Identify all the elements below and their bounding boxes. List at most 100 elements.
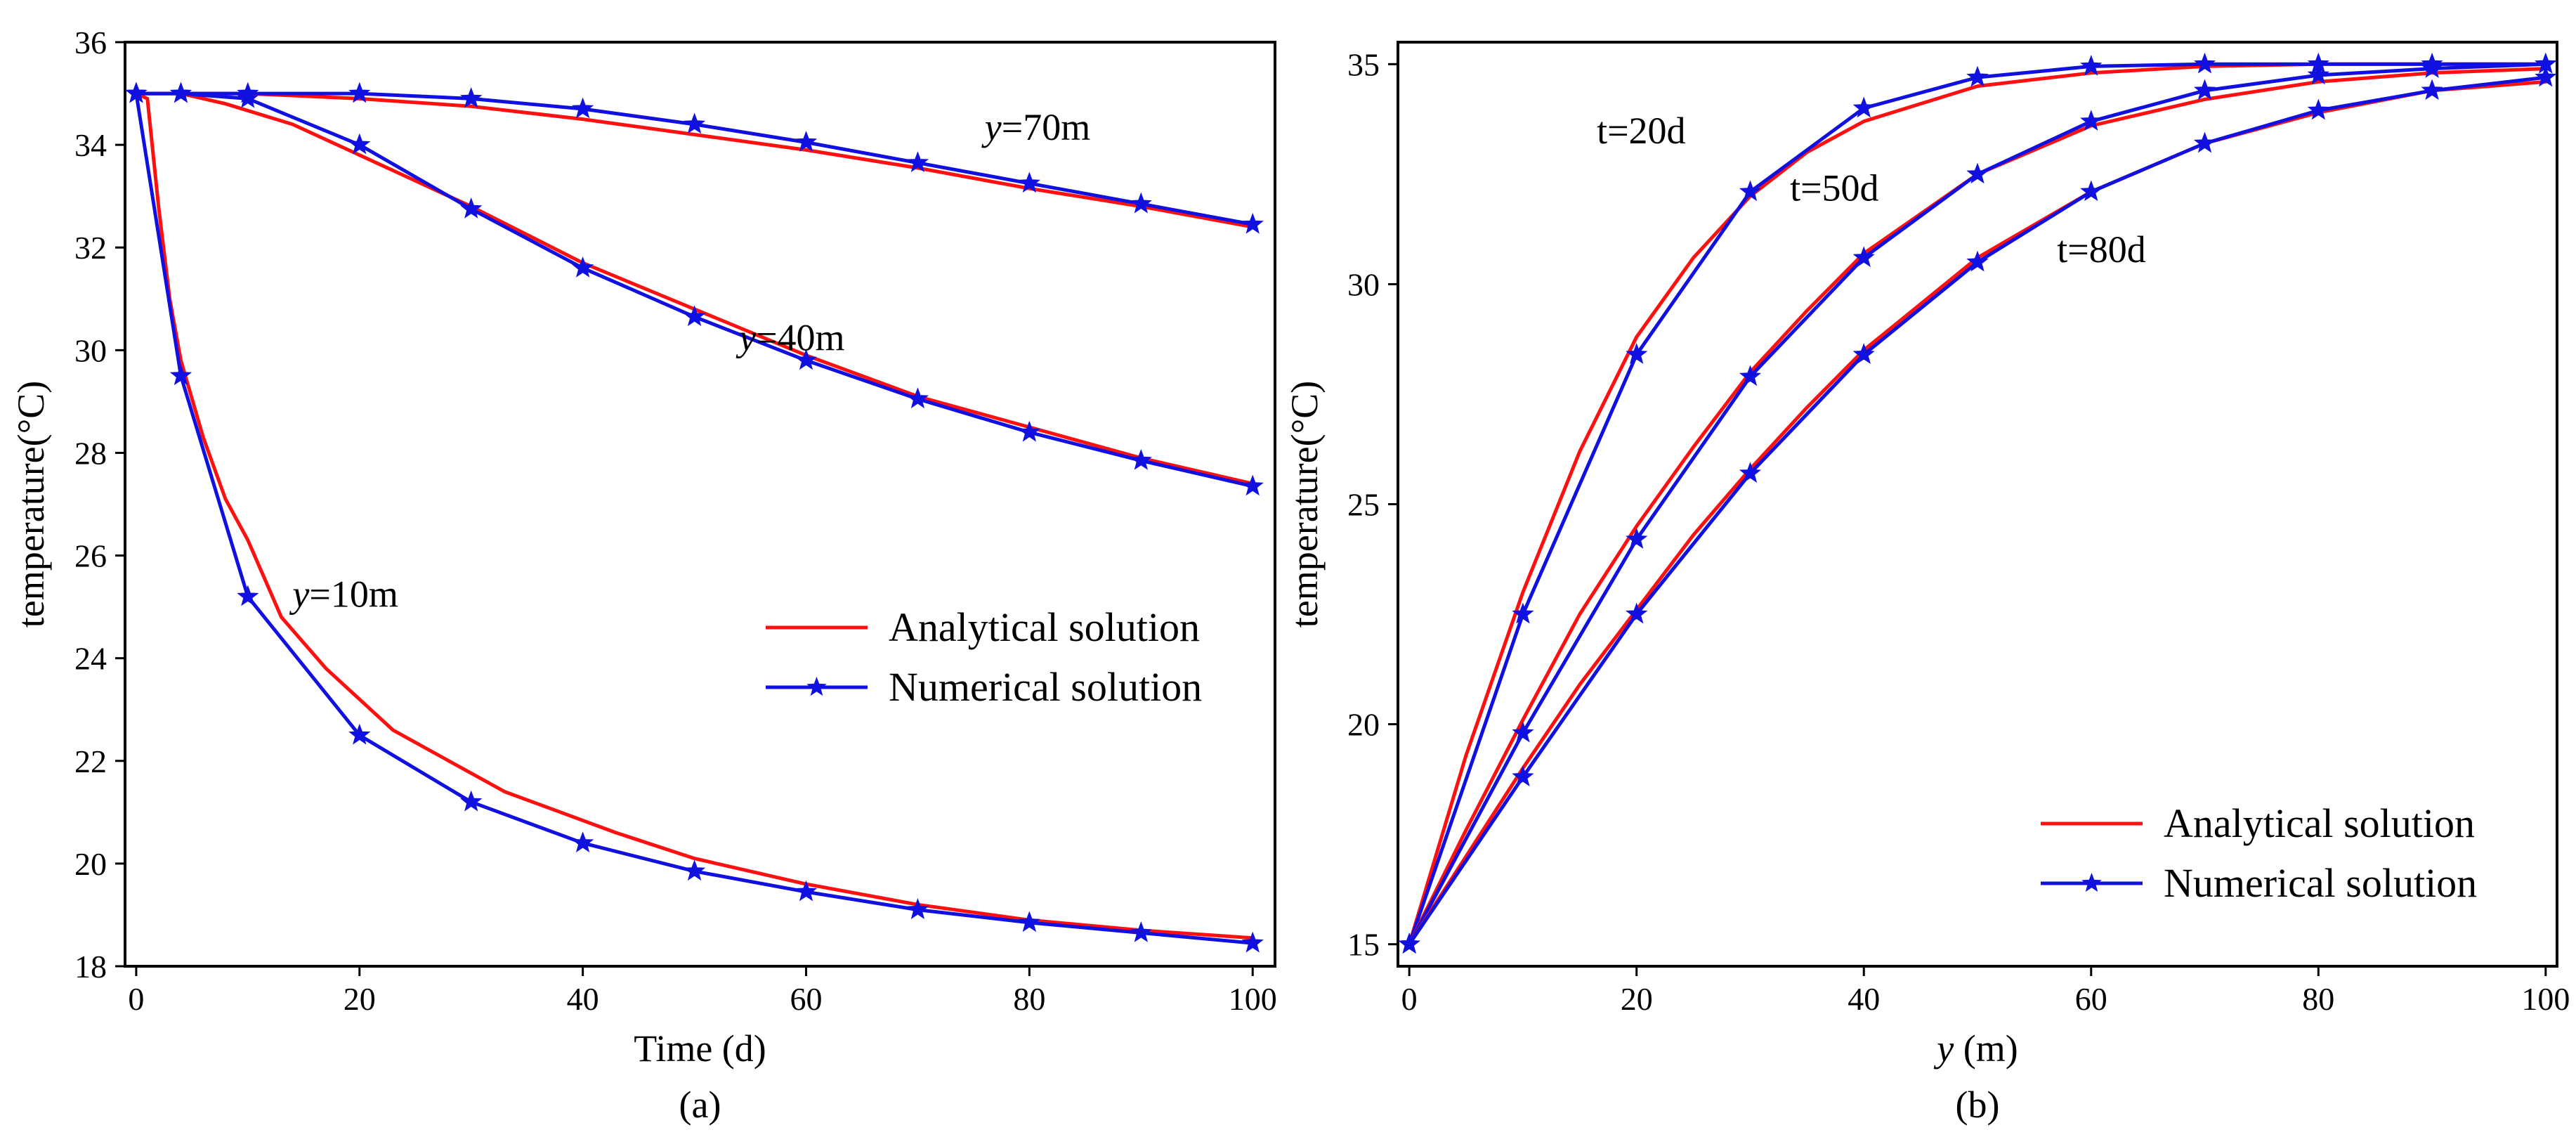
numerical-data-point <box>169 82 192 103</box>
legend: Analytical solution Numerical solution <box>2041 800 2477 906</box>
x-tick-label: 60 <box>2075 981 2107 1017</box>
numerical-data-point <box>683 859 706 881</box>
numerical-data-point <box>237 82 259 103</box>
y-tick-label: 22 <box>74 743 107 779</box>
numerical-data-point <box>1739 365 1762 386</box>
numerical-data-point <box>1739 180 1762 202</box>
analytical-series-line <box>134 91 1255 940</box>
analytical-series-line <box>134 91 1255 229</box>
y-tick-label: 32 <box>74 230 107 266</box>
numerical-data-point <box>348 82 371 103</box>
y-tick-label: 34 <box>74 127 107 163</box>
legend-star-icon <box>2081 873 2102 892</box>
numerical-data-point <box>2080 110 2103 131</box>
numerical-data-point <box>348 723 371 745</box>
x-tick-label: 0 <box>1401 981 1418 1017</box>
numerical-data-point <box>2421 57 2443 78</box>
numerical-data-point <box>906 898 929 919</box>
y-tick-label: 26 <box>74 538 107 574</box>
y-tick-label: 24 <box>74 641 107 677</box>
numerical-data-point <box>2193 79 2216 100</box>
numerical-data-point <box>906 387 929 409</box>
numerical-data-point <box>1018 420 1040 442</box>
numerical-data-point <box>460 86 483 108</box>
numerical-data-point <box>1852 246 1875 268</box>
numerical-data-point <box>1018 171 1040 193</box>
numerical-data-point <box>125 82 148 103</box>
numerical-data-point <box>2193 131 2216 153</box>
numerical-data-point <box>572 97 594 119</box>
numerical-data-point <box>2080 54 2103 76</box>
curve-annotation: y=10m <box>289 573 398 616</box>
x-tick-label: 40 <box>567 981 599 1017</box>
x-tick-label: 100 <box>2521 981 2570 1017</box>
numerical-data-point <box>1852 96 1875 118</box>
y-tick-label: 25 <box>1347 487 1380 523</box>
numerical-data-point <box>237 585 259 606</box>
y-tick-label: 28 <box>74 435 107 471</box>
numerical-data-point <box>1018 911 1040 933</box>
chart-panel-b: 0 20 40 60 80 100 15 20 25 30 35 y (m) temperature(°… <box>1283 41 2570 1126</box>
curve-annotation: y=70m <box>981 106 1090 148</box>
numerical-data-point <box>1130 448 1152 470</box>
legend-label: Analytical solution <box>889 604 1200 650</box>
numerical-data-point <box>2421 79 2443 100</box>
numerical-data-point <box>2307 63 2329 85</box>
legend-star-icon <box>806 677 827 696</box>
numerical-data-point <box>1739 462 1762 483</box>
numerical-data-point <box>572 256 594 278</box>
x-tick-label: 20 <box>344 981 376 1017</box>
numerical-data-point <box>795 131 818 152</box>
curve-annotation: y=40m <box>735 316 844 358</box>
numerical-data-point <box>1966 250 1989 272</box>
y-tick-label: 30 <box>1347 266 1380 302</box>
y-axis-title: temperature(°C) <box>10 381 52 628</box>
y-tick-label: 20 <box>1347 707 1380 743</box>
numerical-data-point <box>683 305 706 327</box>
y-tick-label: 30 <box>74 332 107 368</box>
x-tick-label: 80 <box>2302 981 2334 1017</box>
numerical-data-point <box>683 112 706 134</box>
numerical-data-point <box>1966 65 1989 87</box>
y-tick-label: 15 <box>1347 927 1380 963</box>
numerical-series-line <box>134 91 1255 226</box>
x-tick-label: 20 <box>1621 981 1653 1017</box>
x-tick-label: 100 <box>1229 981 1277 1017</box>
y-tick-label: 20 <box>74 846 107 882</box>
numerical-data-point <box>1626 602 1648 624</box>
x-axis-title: Time (d) <box>634 1027 766 1070</box>
curve-annotation: t=20d <box>1597 110 1685 152</box>
legend-label: Numerical solution <box>2164 860 2477 906</box>
panel-caption: (b) <box>1956 1084 2000 1126</box>
numerical-data-point <box>460 197 483 219</box>
numerical-series-line <box>134 91 1255 945</box>
x-tick-label: 60 <box>790 981 822 1017</box>
plot-frame <box>124 41 1276 968</box>
numerical-data-point <box>795 880 818 902</box>
panel-caption: (a) <box>679 1084 721 1126</box>
numerical-data-point <box>1626 528 1648 549</box>
x-tick-label: 0 <box>128 981 144 1017</box>
x-tick-label: 80 <box>1013 981 1045 1017</box>
numerical-data-point <box>2193 52 2216 74</box>
legend: Analytical solution Numerical solution <box>766 604 1202 710</box>
numerical-data-point <box>906 151 929 172</box>
numerical-data-point <box>169 364 192 386</box>
numerical-data-point <box>2080 180 2103 202</box>
numerical-data-point <box>1512 721 1534 743</box>
y-tick-label: 18 <box>74 949 107 985</box>
numerical-data-point <box>572 831 594 852</box>
legend-label: Analytical solution <box>2164 800 2475 846</box>
numerical-data-point <box>1512 765 1534 787</box>
numerical-data-point <box>1966 162 1989 184</box>
curve-annotation: t=50d <box>1790 167 1878 209</box>
x-tick-label: 40 <box>1848 981 1880 1017</box>
numerical-data-point <box>1852 343 1875 364</box>
numerical-data-point <box>1626 343 1648 364</box>
x-axis-title: y (m) <box>1933 1027 2018 1070</box>
numerical-data-point <box>2307 98 2329 120</box>
numerical-data-point <box>1241 212 1264 234</box>
numerical-data-point <box>1241 474 1264 496</box>
numerical-data-point <box>1130 921 1152 942</box>
